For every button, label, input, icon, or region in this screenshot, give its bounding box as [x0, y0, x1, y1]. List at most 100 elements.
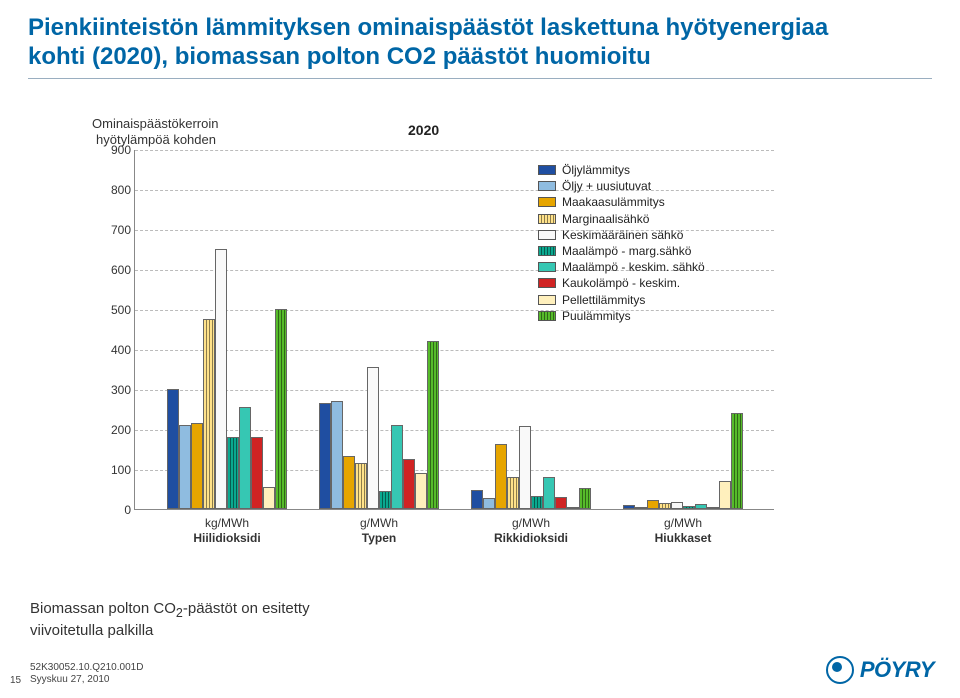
y-tick-label: 600	[101, 263, 131, 277]
bar-group	[167, 249, 287, 509]
y-tick-label: 300	[101, 383, 131, 397]
title-line-1: Pienkiinteistön lämmityksen ominaispääst…	[28, 14, 828, 41]
grid-line	[135, 150, 774, 151]
legend-swatch	[538, 165, 556, 175]
bar-group	[623, 413, 743, 509]
bar	[263, 487, 275, 509]
bar	[683, 506, 695, 509]
legend-swatch	[538, 181, 556, 191]
legend-label: Puulämmitys	[562, 308, 631, 324]
legend-swatch	[538, 197, 556, 207]
bar	[555, 497, 567, 509]
bar	[343, 456, 355, 509]
page-number: 15	[10, 675, 21, 686]
y-tick-label: 900	[101, 143, 131, 157]
legend-label: Öljylämmitys	[562, 162, 630, 178]
bar	[415, 473, 427, 509]
y-tick-label: 100	[101, 463, 131, 477]
bar	[543, 477, 555, 509]
doc-meta: 52K30052.10.Q210.001D Syyskuu 27, 2010	[30, 662, 143, 686]
bar	[507, 477, 519, 509]
title-line-2: kohti (2020), biomassan polton CO2 pääst…	[28, 43, 651, 70]
legend-item: Maakaasulämmitys	[538, 194, 705, 210]
bar	[579, 488, 591, 509]
bar	[167, 389, 179, 509]
x-axis-label: kg/MWhHiilidioksidi	[157, 516, 297, 545]
bar	[471, 490, 483, 509]
legend-label: Marginaalisähkö	[562, 211, 649, 227]
legend-swatch	[538, 214, 556, 224]
bar	[275, 309, 287, 509]
logo-mark-icon	[826, 656, 854, 684]
logo-text: PÖYRY	[860, 657, 934, 683]
legend-item: Maalämpö - keskim. sähkö	[538, 259, 705, 275]
title-underline	[28, 78, 932, 79]
bar	[427, 341, 439, 509]
legend-item: Marginaalisähkö	[538, 211, 705, 227]
bar	[483, 498, 495, 509]
bar	[215, 249, 227, 509]
bar	[203, 319, 215, 509]
legend-swatch	[538, 278, 556, 288]
bar	[623, 505, 635, 509]
bar	[659, 503, 671, 509]
legend-label: Maalämpö - marg.sähkö	[562, 243, 691, 259]
bar	[319, 403, 331, 509]
x-axis-label: g/MWhRikkidioksidi	[461, 516, 601, 545]
y-tick-label: 500	[101, 303, 131, 317]
legend-swatch	[538, 295, 556, 305]
legend-item: Keskimääräinen sähkö	[538, 227, 705, 243]
legend-item: Öljy + uusiutuvat	[538, 178, 705, 194]
page-title: Pienkiinteistön lämmityksen ominaispääst…	[28, 14, 932, 72]
legend-swatch	[538, 262, 556, 272]
bar	[403, 459, 415, 509]
bar	[531, 496, 543, 509]
y-tick-label: 800	[101, 183, 131, 197]
legend-label: Maalämpö - keskim. sähkö	[562, 259, 705, 275]
legend-item: Puulämmitys	[538, 308, 705, 324]
bar	[227, 437, 239, 509]
bar	[647, 500, 659, 509]
chart-year-label: 2020	[408, 122, 439, 138]
x-axis-label: g/MWhTypen	[309, 516, 449, 545]
legend-swatch	[538, 246, 556, 256]
bar	[567, 507, 579, 509]
emissions-chart: Ominaispäästökerroin hyötylämpöä kohden …	[100, 118, 900, 563]
bar	[695, 504, 707, 509]
footer-note: Biomassan polton CO2-päästöt on esitetty…	[30, 600, 310, 640]
y-tick-label: 200	[101, 423, 131, 437]
y-tick-label: 400	[101, 343, 131, 357]
bar	[179, 425, 191, 509]
bar	[495, 444, 507, 509]
y-tick-label: 0	[101, 503, 131, 517]
bar	[239, 407, 251, 509]
bar	[331, 401, 343, 509]
bar	[671, 502, 683, 509]
chart-legend: ÖljylämmitysÖljy + uusiutuvatMaakaasuläm…	[538, 162, 705, 324]
x-axis-label: g/MWhHiukkaset	[613, 516, 753, 545]
legend-label: Öljy + uusiutuvat	[562, 178, 651, 194]
bar-group	[471, 426, 591, 509]
y-tick-label: 700	[101, 223, 131, 237]
bar	[191, 423, 203, 509]
legend-item: Kaukolämpö - keskim.	[538, 275, 705, 291]
company-logo: PÖYRY	[826, 656, 934, 684]
legend-label: Keskimääräinen sähkö	[562, 227, 683, 243]
bar	[379, 491, 391, 509]
legend-swatch	[538, 230, 556, 240]
legend-label: Kaukolämpö - keskim.	[562, 275, 680, 291]
bar	[707, 507, 719, 509]
legend-item: Öljylämmitys	[538, 162, 705, 178]
bar	[635, 507, 647, 509]
legend-label: Maakaasulämmitys	[562, 194, 665, 210]
legend-item: Maalämpö - marg.sähkö	[538, 243, 705, 259]
bar	[519, 426, 531, 509]
bar-group	[319, 341, 439, 509]
bar	[719, 481, 731, 509]
bar	[251, 437, 263, 509]
bar	[391, 425, 403, 509]
legend-label: Pellettilämmitys	[562, 292, 645, 308]
bar	[367, 367, 379, 509]
bar	[355, 463, 367, 509]
legend-swatch	[538, 311, 556, 321]
